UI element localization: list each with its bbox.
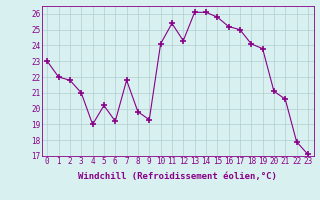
X-axis label: Windchill (Refroidissement éolien,°C): Windchill (Refroidissement éolien,°C) [78,172,277,181]
